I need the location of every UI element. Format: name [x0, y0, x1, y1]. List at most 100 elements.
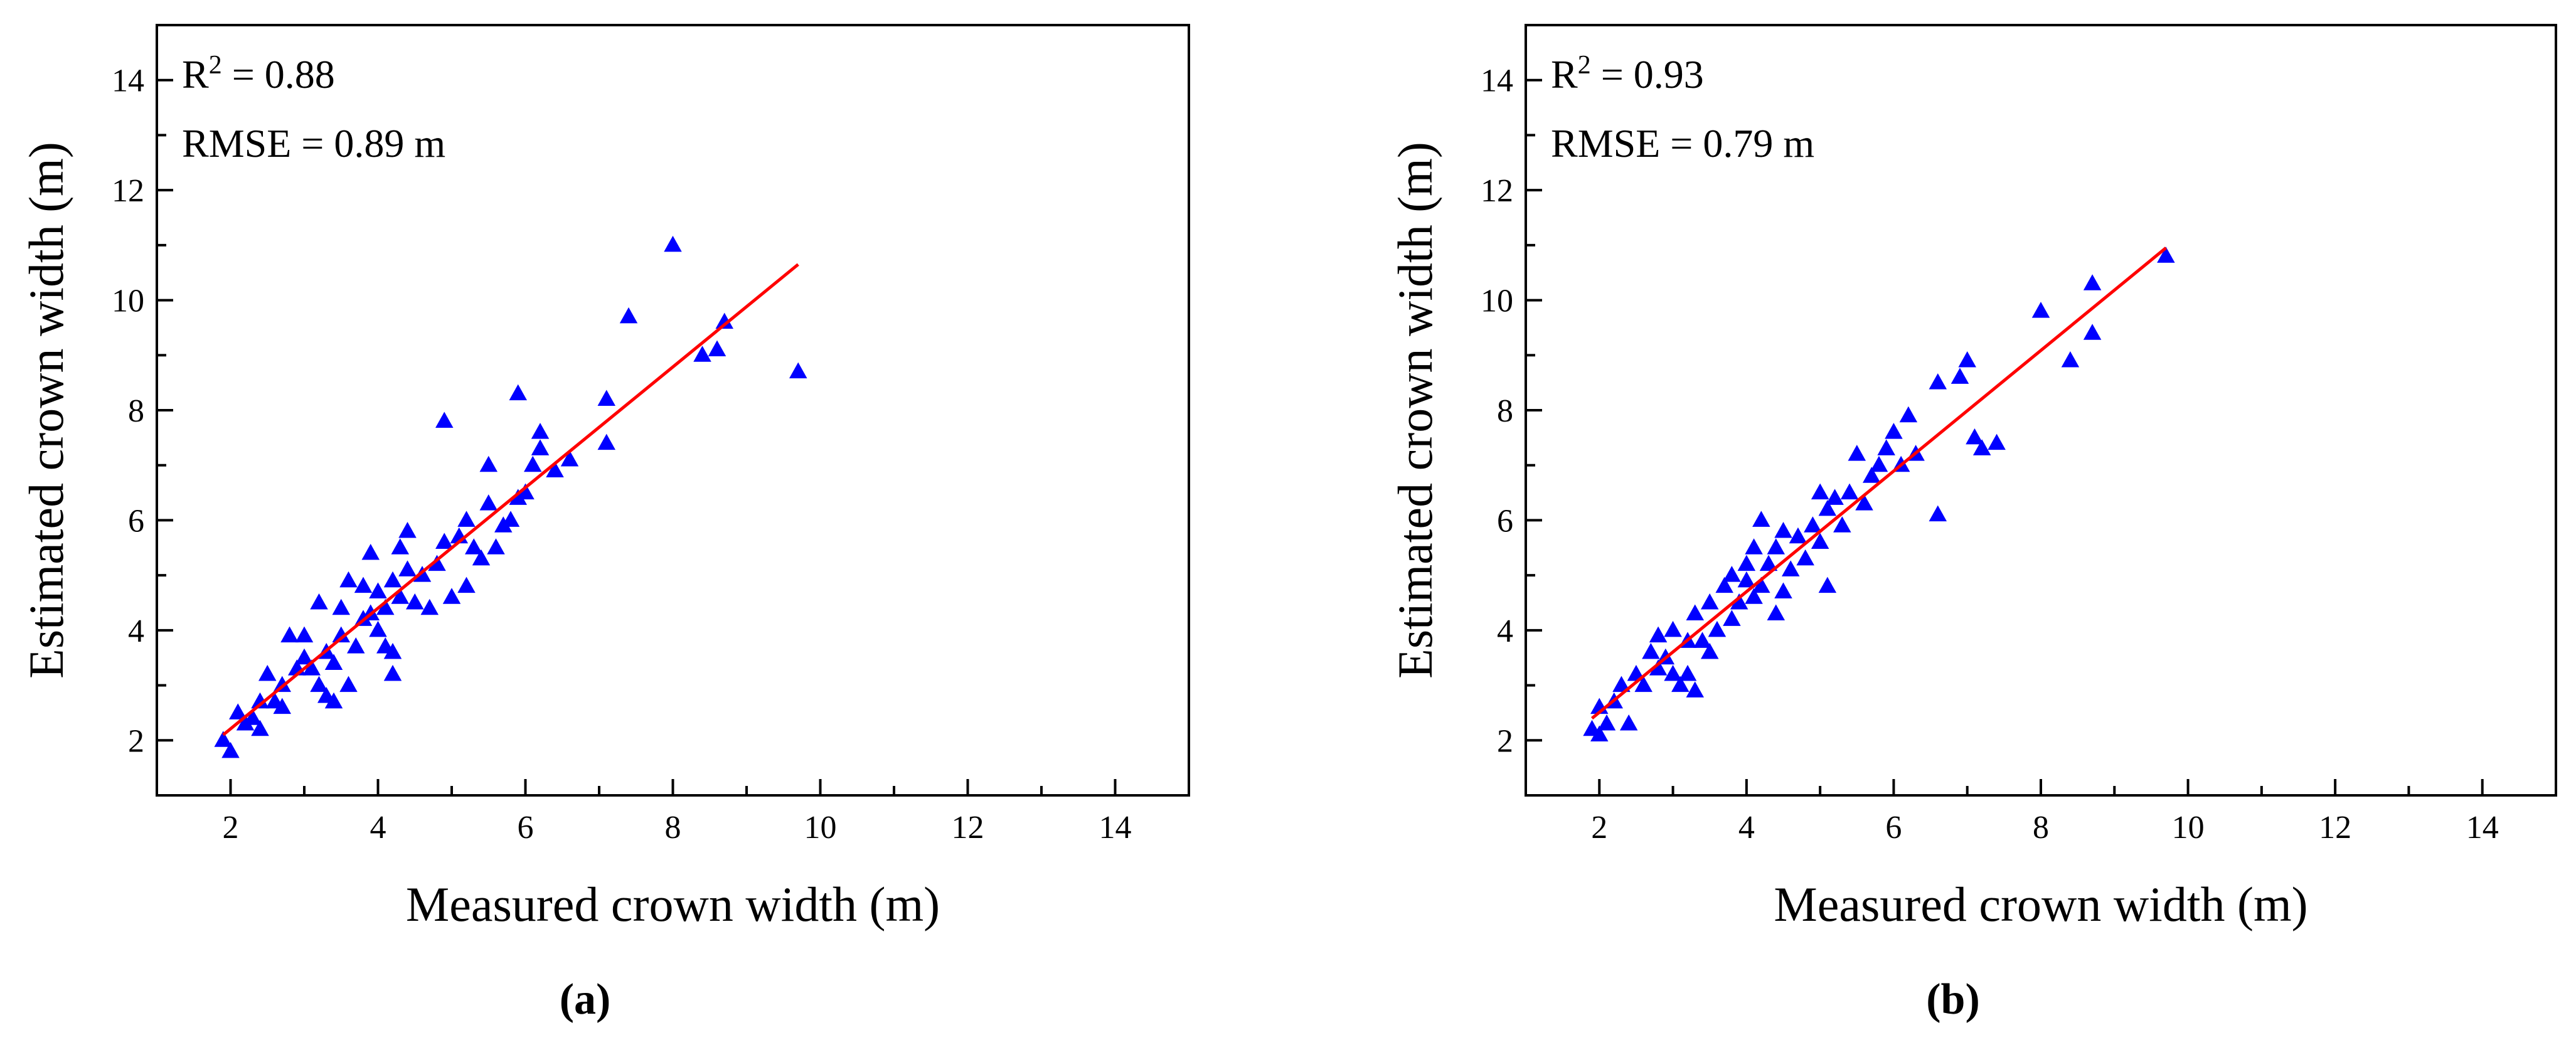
- data-point: [1870, 455, 1888, 472]
- panel-b-x-axis-title: Measured crown width (m): [1774, 877, 2307, 931]
- data-point: [1833, 516, 1851, 533]
- data-point: [597, 433, 615, 450]
- data-point: [1700, 642, 1719, 659]
- y-tick-label: 6: [1497, 503, 1513, 539]
- data-point: [479, 455, 498, 472]
- data-point: [2061, 351, 2080, 368]
- data-point: [1612, 676, 1631, 692]
- x-tick-label: 6: [518, 810, 534, 846]
- y-tick-label: 4: [1497, 613, 1513, 649]
- panel-b: 2 4 6 8 10 12 14 2 4 6 8 10 12 14 R2 = 0.93 RMSE = 0.…: [1388, 24, 2557, 1024]
- data-point: [1737, 554, 1756, 571]
- data-point: [1649, 626, 1668, 643]
- data-point: [332, 598, 350, 615]
- panel-a-rmse-annotation: RMSE = 0.89 m: [182, 121, 445, 166]
- y-tick-label: 8: [1497, 393, 1513, 429]
- data-point: [1664, 665, 1682, 681]
- data-point: [1723, 566, 1741, 582]
- x-tick-label: 10: [804, 810, 837, 846]
- data-point: [243, 709, 262, 725]
- data-point: [487, 538, 505, 554]
- data-point: [369, 582, 387, 598]
- data-point: [435, 533, 454, 549]
- data-point: [1885, 423, 1903, 439]
- data-point: [1855, 494, 1873, 511]
- data-point: [1826, 489, 1844, 505]
- data-point: [457, 576, 476, 593]
- data-point: [1789, 527, 1807, 544]
- data-point: [531, 439, 550, 455]
- panel-b-plot-frame: [1525, 24, 2557, 797]
- panel-a-r2-annotation: R2 = 0.88: [182, 51, 335, 97]
- data-point: [1899, 406, 1918, 423]
- data-point: [1678, 665, 1697, 681]
- data-point: [509, 384, 527, 401]
- y-tick-label: 2: [128, 723, 144, 759]
- panel-a-points: [214, 235, 807, 758]
- data-point: [1671, 676, 1690, 692]
- data-point: [310, 676, 328, 692]
- x-tick-label: 4: [1738, 810, 1755, 846]
- data-point: [664, 235, 682, 252]
- panel-b-ticks: 2 4 6 8 10 12 14 2 4 6 8 10 12 14: [1481, 63, 2499, 846]
- data-point: [383, 571, 402, 588]
- data-point: [295, 648, 314, 665]
- data-point: [465, 538, 483, 554]
- data-point: [546, 461, 564, 477]
- data-point: [1796, 549, 1814, 566]
- data-point: [324, 692, 343, 709]
- data-point: [1590, 725, 1609, 742]
- data-point: [273, 676, 291, 692]
- panel-a: 2 4 6 8 10 12 14 2 4 6 8 10 12 14 R2 = 0.88 RMSE = 0.…: [19, 24, 1190, 1024]
- panel-b-label: (b): [1926, 975, 1980, 1024]
- data-point: [597, 390, 615, 406]
- data-point: [354, 576, 373, 593]
- data-point: [479, 494, 498, 511]
- data-point: [1597, 714, 1616, 731]
- data-point: [442, 588, 461, 604]
- data-point: [2157, 247, 2175, 263]
- data-point: [457, 511, 476, 527]
- y-tick-label: 10: [112, 284, 144, 319]
- data-point: [1951, 368, 1969, 384]
- data-point: [472, 549, 491, 566]
- x-tick-label: 2: [1591, 810, 1607, 846]
- data-point: [420, 598, 439, 615]
- y-tick-label: 4: [128, 613, 144, 649]
- data-point: [1664, 620, 1682, 637]
- data-point: [369, 620, 387, 637]
- data-point: [2083, 324, 2102, 340]
- data-point: [1686, 604, 1705, 621]
- x-tick-label: 4: [370, 810, 386, 846]
- data-point: [435, 411, 454, 428]
- data-point: [1745, 588, 1763, 604]
- data-point: [273, 698, 291, 714]
- y-tick-label: 12: [1481, 173, 1513, 209]
- data-point: [295, 626, 314, 643]
- data-point: [2031, 302, 2050, 318]
- x-tick-label: 2: [223, 810, 239, 846]
- data-point: [524, 455, 542, 472]
- data-point: [1715, 576, 1733, 593]
- panel-a-x-axis-title: Measured crown width (m): [406, 877, 940, 931]
- panel-a-y-axis-title: Estimated crown width (m): [19, 142, 73, 679]
- y-tick-label: 14: [1481, 63, 1513, 99]
- data-point: [1745, 538, 1763, 554]
- data-point: [361, 544, 380, 560]
- data-point: [1619, 714, 1638, 731]
- data-point: [1737, 571, 1756, 588]
- data-point: [383, 642, 402, 659]
- data-point: [251, 692, 269, 709]
- data-point: [302, 659, 321, 676]
- data-point: [280, 626, 299, 643]
- data-point: [1988, 433, 2006, 450]
- data-point: [1649, 659, 1668, 676]
- panel-a-plot-frame: [156, 24, 1190, 797]
- y-tick-label: 10: [1481, 284, 1513, 319]
- data-point: [1752, 576, 1770, 593]
- data-point: [1818, 499, 1837, 516]
- data-point: [1877, 439, 1895, 455]
- data-point: [1693, 632, 1711, 648]
- y-tick-label: 8: [128, 393, 144, 429]
- data-point: [428, 554, 446, 571]
